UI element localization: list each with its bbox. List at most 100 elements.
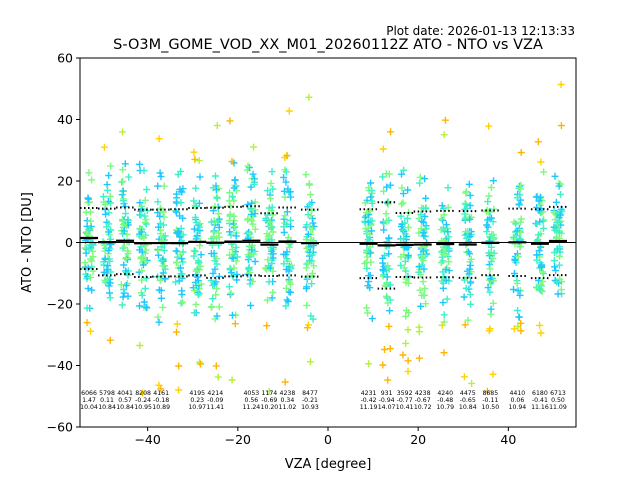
data-point	[230, 264, 238, 272]
data-point	[137, 228, 145, 236]
data-point	[100, 143, 108, 151]
data-point	[245, 253, 253, 261]
data-point	[192, 219, 200, 226]
data-point	[539, 278, 546, 285]
data-point	[363, 304, 371, 312]
bin-stat-n: 8208	[135, 390, 151, 397]
data-point	[120, 286, 128, 293]
data-point	[226, 228, 234, 236]
data-point	[510, 286, 517, 293]
x-tick-label: −40	[134, 432, 160, 447]
data-point	[421, 252, 429, 259]
data-point	[466, 261, 474, 269]
data-point	[489, 370, 497, 378]
data-point	[384, 262, 392, 270]
data-point	[285, 107, 293, 115]
data-point	[517, 149, 525, 156]
data-point	[385, 265, 393, 273]
data-point	[154, 246, 162, 254]
data-point	[138, 253, 145, 261]
data-point	[443, 295, 451, 303]
data-point	[361, 260, 369, 268]
data-point	[421, 175, 429, 183]
data-point	[514, 253, 522, 261]
data-point	[517, 218, 524, 226]
data-point	[136, 246, 144, 254]
data-point	[226, 117, 234, 125]
data-point	[267, 224, 275, 232]
data-point	[268, 168, 276, 176]
data-point	[420, 229, 428, 237]
data-point	[192, 267, 200, 275]
data-point	[177, 299, 185, 307]
data-point	[551, 216, 559, 224]
data-point	[124, 292, 132, 300]
data-point	[550, 257, 558, 265]
data-point	[366, 284, 374, 292]
data-point	[539, 270, 547, 278]
bin-stat-std: 10.50	[481, 404, 499, 411]
data-point	[212, 362, 220, 370]
bin-stat-std: 10.20	[261, 404, 279, 411]
data-point	[386, 181, 394, 189]
data-point	[511, 257, 519, 265]
data-point	[159, 256, 167, 264]
data-point	[119, 244, 127, 252]
data-point	[404, 252, 412, 259]
x-tick-label: 0	[324, 432, 332, 447]
data-point	[308, 280, 316, 288]
data-point	[251, 258, 259, 265]
data-point	[383, 183, 391, 191]
data-point	[282, 251, 290, 259]
data-point	[281, 378, 289, 386]
data-point	[368, 315, 376, 323]
data-point	[173, 190, 180, 198]
data-point	[551, 172, 559, 180]
bin-stat-n: 4238	[280, 390, 296, 397]
data-point	[246, 269, 254, 277]
data-point	[404, 215, 411, 222]
bin-stat-mean: 0.23	[190, 397, 204, 404]
data-point	[306, 200, 314, 208]
data-point	[557, 286, 565, 294]
data-point	[422, 194, 430, 202]
data-point	[105, 246, 113, 254]
data-point	[143, 186, 151, 193]
data-point	[87, 208, 94, 216]
data-point	[83, 304, 91, 312]
plot-date: Plot date: 2026-01-13 12:13:33	[386, 24, 575, 38]
data-point	[307, 358, 314, 366]
data-point	[382, 210, 390, 218]
data-point	[215, 303, 223, 311]
data-point	[307, 312, 315, 320]
data-point	[462, 284, 470, 292]
data-point	[105, 228, 112, 236]
data-point	[386, 296, 394, 304]
data-point	[362, 225, 370, 233]
y-tick-label: 20	[57, 174, 73, 189]
bin-stat-mean: 0.50	[551, 397, 565, 404]
data-point	[368, 217, 376, 225]
data-point	[190, 148, 198, 156]
data-point	[485, 249, 493, 257]
data-point	[556, 243, 563, 251]
data-point	[444, 228, 452, 236]
data-point	[400, 264, 408, 272]
data-point	[517, 215, 525, 223]
data-point	[174, 230, 182, 237]
data-point	[105, 220, 113, 228]
data-point	[288, 261, 295, 269]
data-point	[197, 251, 205, 259]
data-point	[539, 268, 546, 276]
data-point	[251, 198, 259, 206]
bin-stat-std: 10.41	[396, 404, 414, 411]
data-point	[136, 225, 144, 233]
bin-stat-std: 10.95	[134, 404, 152, 411]
data-point	[382, 170, 390, 178]
data-point	[514, 307, 522, 314]
bin-stat-std: 11.41	[206, 404, 224, 411]
data-point	[510, 233, 517, 241]
data-point	[555, 261, 563, 269]
data-point	[250, 250, 258, 258]
